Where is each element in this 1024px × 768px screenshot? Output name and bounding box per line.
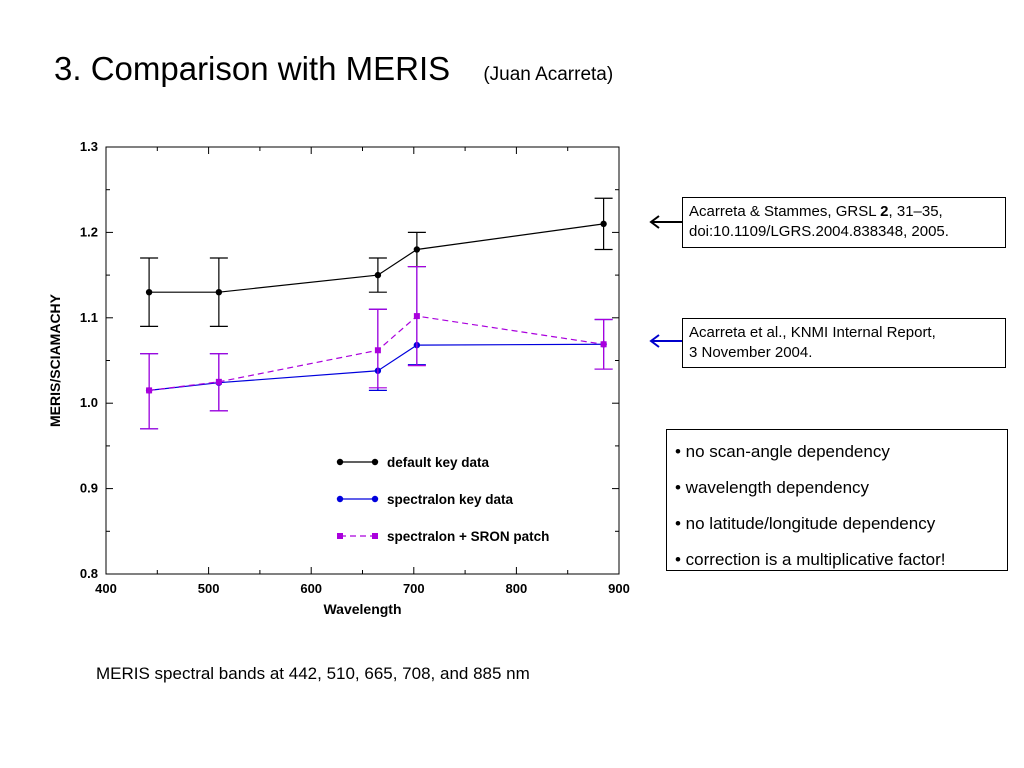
legend-label: default key data bbox=[387, 455, 490, 470]
x-tick-label: 800 bbox=[506, 581, 528, 596]
reference-line-2: 3 November 2004. bbox=[689, 344, 813, 361]
data-point bbox=[146, 387, 153, 394]
arrow-left-icon bbox=[649, 215, 682, 229]
data-point bbox=[374, 347, 381, 354]
legend-marker bbox=[371, 458, 379, 466]
legend-marker bbox=[336, 458, 344, 466]
note-item: • correction is a multiplicative factor! bbox=[675, 550, 946, 569]
legend-marker bbox=[336, 495, 344, 503]
reference-text: Acarreta & Stammes, GRSL bbox=[689, 203, 881, 220]
data-point bbox=[145, 288, 153, 296]
data-point bbox=[215, 378, 222, 385]
title-main: 3. Comparison with MERIS bbox=[54, 50, 451, 87]
arrow-left-icon bbox=[649, 334, 682, 348]
data-point bbox=[374, 271, 382, 279]
data-point bbox=[600, 220, 607, 228]
y-tick-label: 1.2 bbox=[80, 224, 98, 239]
note-item: • no scan-angle dependency bbox=[675, 442, 890, 461]
reference-pages: , 31–35, bbox=[888, 203, 943, 220]
data-point bbox=[413, 313, 420, 320]
reference-box-1: Acarreta & Stammes, GRSL 2, 31–35, doi:1… bbox=[682, 197, 1006, 248]
legend-marker bbox=[337, 533, 343, 539]
data-point bbox=[215, 288, 223, 296]
x-tick-label: 500 bbox=[198, 581, 220, 596]
y-tick-label: 1.1 bbox=[80, 310, 98, 325]
legend-label: spectralon + SRON patch bbox=[387, 529, 549, 544]
x-tick-label: 600 bbox=[300, 581, 322, 596]
reference-line-2: doi:10.1109/LGRS.2004.838348, 2005. bbox=[689, 223, 949, 240]
slide-title: 3. Comparison with MERIS (Juan Acarreta) bbox=[54, 50, 613, 88]
y-tick-label: 1.0 bbox=[80, 395, 98, 410]
bands-caption: MERIS spectral bands at 442, 510, 665, 7… bbox=[96, 664, 530, 683]
y-tick-label: 1.3 bbox=[80, 139, 98, 154]
reference-line-1: Acarreta et al., KNMI Internal Report, bbox=[689, 323, 999, 343]
x-tick-label: 400 bbox=[95, 581, 117, 596]
data-point bbox=[413, 246, 421, 253]
note-item: • no latitude/longitude dependency bbox=[675, 514, 936, 533]
reference-text: Acarreta et al., KNMI Internal Report, bbox=[689, 324, 936, 341]
y-axis-label: MERIS/SCIAMACHY bbox=[47, 293, 63, 427]
y-tick-label: 0.9 bbox=[80, 481, 98, 496]
reference-volume: 2 bbox=[880, 203, 889, 220]
x-axis-label: Wavelength bbox=[323, 601, 401, 617]
legend-marker bbox=[372, 533, 378, 539]
notes-box: • no scan-angle dependency • wavelength … bbox=[666, 429, 1008, 571]
legend-label: spectralon key data bbox=[387, 492, 514, 507]
x-tick-label: 700 bbox=[403, 581, 425, 596]
title-author: (Juan Acarreta) bbox=[483, 64, 614, 85]
x-tick-label: 900 bbox=[608, 581, 630, 596]
y-tick-label: 0.8 bbox=[80, 566, 98, 581]
legend-marker bbox=[371, 495, 379, 503]
data-point bbox=[600, 341, 607, 348]
note-item: • wavelength dependency bbox=[675, 478, 870, 497]
plot-frame bbox=[105, 146, 620, 575]
reference-box-2: Acarreta et al., KNMI Internal Report, 3… bbox=[682, 318, 1006, 368]
reference-line-1: Acarreta & Stammes, GRSL 2, 31–35, bbox=[689, 202, 999, 222]
